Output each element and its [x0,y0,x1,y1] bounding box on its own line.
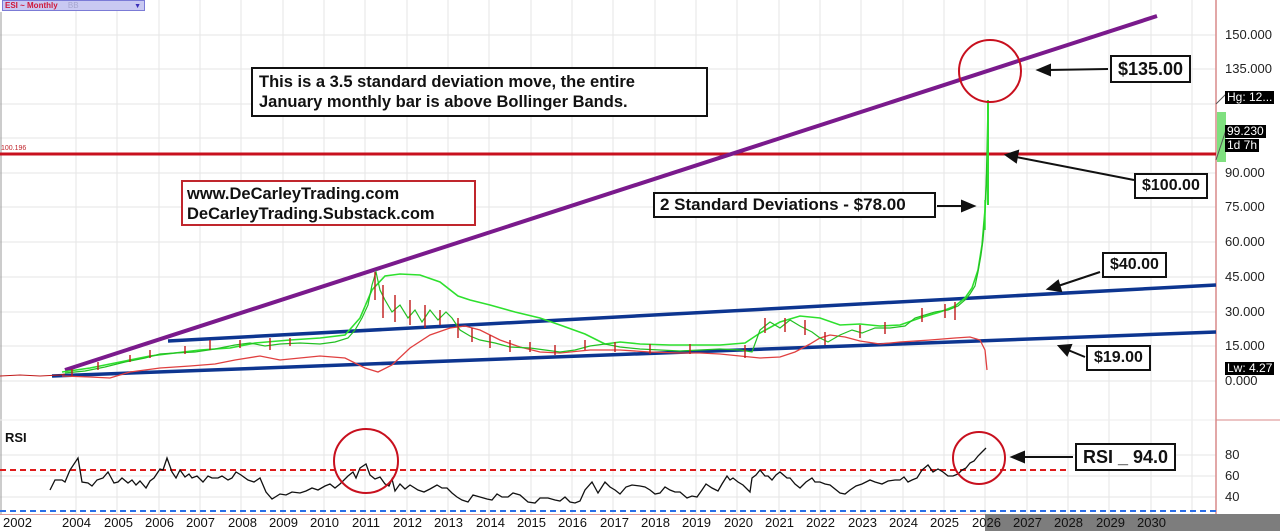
year-label: 2028 [1054,515,1083,530]
price-tick: 60.000 [1225,234,1265,249]
axis-corner [1216,514,1280,531]
deviation-note: This is a 3.5 standard deviation move, t… [251,67,708,117]
year-label: 2009 [269,515,298,530]
price-tick: 0.000 [1225,373,1258,388]
year-label: 2026 [972,515,1001,530]
year-label: 2016 [558,515,587,530]
level-40-label: $40.00 [1102,252,1167,278]
year-label: 2006 [145,515,174,530]
annotation-arrows [937,63,1135,464]
low-tag: Lw: 4.27 [1225,361,1275,375]
year-label: 2008 [228,515,257,530]
price-tick: 135.000 [1225,61,1272,76]
rsi-highlight-circle-2026 [952,431,1006,485]
year-label: 2025 [930,515,959,530]
year-label: 2002 [3,515,32,530]
rsi-tick: 80 [1225,447,1240,462]
year-label: 2024 [889,515,918,530]
price-tick: 75.000 [1225,199,1265,214]
year-label: 2010 [310,515,339,530]
website-line2: DeCarleyTrading.Substack.com [187,205,435,223]
year-label: 2027 [1013,515,1042,530]
channel-bottom-line [51,330,1217,378]
symbol-label: ESI ~ Monthly [5,1,58,10]
year-label: 2007 [186,515,215,530]
symbol-selector[interactable]: ESI ~ Monthly BB ▼ [2,0,145,11]
level-value-label: 100.196 [1,145,27,152]
highlight-circle-135 [958,39,1022,103]
chevron-down-icon[interactable]: ▼ [134,3,141,10]
time-axis[interactable] [0,514,1280,532]
channel-top-line [167,283,1217,343]
year-label: 2020 [724,515,753,530]
year-label: 2023 [848,515,877,530]
year-label: 2019 [682,515,711,530]
year-label: 2013 [434,515,463,530]
future-time-region [985,514,1216,531]
year-label: 2015 [517,515,546,530]
deviation-note-line2: January monthly bar is above Bollinger B… [259,93,628,111]
indicator-label: BB [67,1,79,10]
price-tick: 150.000 [1225,27,1272,42]
year-label: 2011 [352,515,380,530]
last-price-marker [1217,112,1226,162]
lower-bollinger-band [61,325,988,379]
website-line1: www.DeCarleyTrading.com [187,185,400,203]
level-19-label: $19.00 [1086,345,1151,371]
year-label: 2021 [765,515,794,530]
deviation-note-line1: This is a 3.5 standard deviation move, t… [259,73,635,91]
last-price-tag: 99.230 [1225,124,1266,138]
year-label: 2017 [600,515,629,530]
rsi-panel-title: RSI [5,430,27,445]
rsi-line [49,447,987,504]
price-tick: 45.000 [1225,269,1265,284]
year-label: 2004 [62,515,91,530]
website-note: www.DeCarleyTrading.com DeCarleyTrading.… [181,180,476,226]
year-label: 2030 [1137,515,1166,530]
price-bars [64,99,989,376]
two-std-dev-label: 2 Standard Deviations - $78.00 [653,192,936,218]
rising-trendline [64,14,1158,372]
level-100-label: $100.00 [1134,173,1208,199]
rsi-highlight-circle-2011 [333,428,399,494]
time-remaining-tag: 1d 7h [1225,138,1260,152]
rsi-tick: 40 [1225,489,1240,504]
upper-bollinger-band [61,100,989,373]
year-label: 2014 [476,515,505,530]
year-label: 2018 [641,515,670,530]
rsi-value-label: RSI _ 94.0 [1075,443,1177,471]
year-label: 2012 [393,515,422,530]
price-tick: 30.000 [1225,304,1265,319]
price-tick: 15.000 [1225,338,1265,353]
rsi-tick: 60 [1225,468,1240,483]
price-tick: 90.000 [1225,165,1265,180]
year-label: 2029 [1096,515,1125,530]
level-135-label: $135.00 [1110,55,1192,83]
high-tag: Hg: 12... [1225,90,1275,104]
year-label: 2022 [806,515,835,530]
year-label: 2005 [104,515,133,530]
